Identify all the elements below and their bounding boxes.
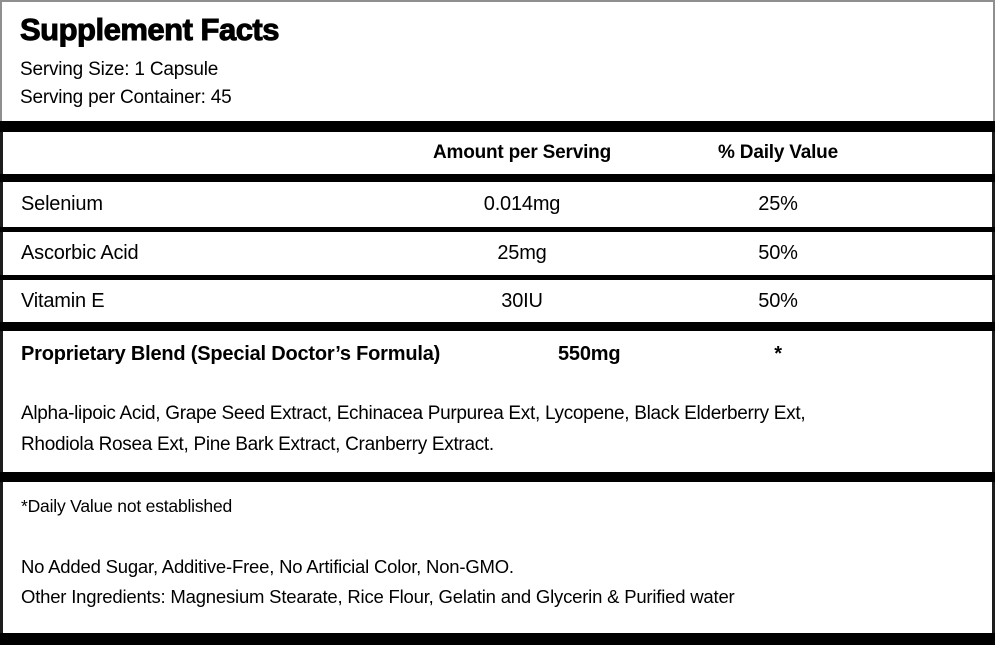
divider-bar-thick [0, 121, 995, 132]
divider-bar-medium [0, 322, 995, 331]
label-header-section: Supplement Facts Serving Size: 1 Capsule… [0, 0, 995, 121]
nutrient-amount: 0.014mg [483, 193, 561, 215]
divider-bar-thin [0, 275, 995, 280]
proprietary-blend-name: Proprietary Blend (Special Doctor’s Form… [21, 343, 441, 365]
divider-bar-thick [0, 472, 995, 482]
table-row: Ascorbic Acid 25mg 50% [0, 232, 995, 275]
table-header-row: Amount per Serving % Daily Value [0, 132, 995, 174]
nutrient-daily-value: 50% [758, 289, 798, 312]
other-ingredients: Other Ingredients: Magnesium Stearate, R… [21, 586, 735, 607]
nutrient-amount: 25mg [497, 242, 547, 264]
nutrient-amount: 30IU [501, 289, 543, 312]
nutrient-daily-value: 25% [758, 193, 798, 215]
serving-size: Serving Size: 1 Capsule [20, 59, 219, 80]
nutrient-daily-value: 50% [758, 242, 798, 264]
servings-per-container: Serving per Container: 45 [20, 87, 232, 108]
daily-value-footnote: *Daily Value not established [21, 496, 233, 516]
footnotes-section: *Daily Value not established No Added Su… [0, 482, 995, 633]
proprietary-blend-amount: 550mg [558, 343, 621, 365]
divider-bar-thin [0, 227, 995, 232]
label-title: Supplement Facts [20, 12, 281, 48]
table-row: Selenium 0.014mg 25% [0, 182, 995, 227]
header-percent-daily-value: % Daily Value [718, 142, 838, 163]
proprietary-blend-ingredients: Alpha-lipoic Acid, Grape Seed Extract, E… [21, 403, 806, 455]
nutrient-name: Ascorbic Acid [21, 242, 139, 264]
table-row: Vitamin E 30IU 50% [0, 280, 995, 322]
header-amount-per-serving: Amount per Serving [433, 142, 611, 163]
nutrient-name: Selenium [21, 193, 103, 215]
proprietary-blend-section: Proprietary Blend (Special Doctor’s Form… [0, 331, 995, 472]
proprietary-blend-daily-value: * [774, 343, 782, 365]
bottom-bar [0, 633, 995, 645]
nutrient-name: Vitamin E [21, 289, 105, 312]
proprietary-blend-row: Proprietary Blend (Special Doctor’s Form… [21, 343, 974, 370]
product-claims: No Added Sugar, Additive-Free, No Artifi… [21, 556, 514, 577]
divider-bar-medium [0, 174, 995, 182]
